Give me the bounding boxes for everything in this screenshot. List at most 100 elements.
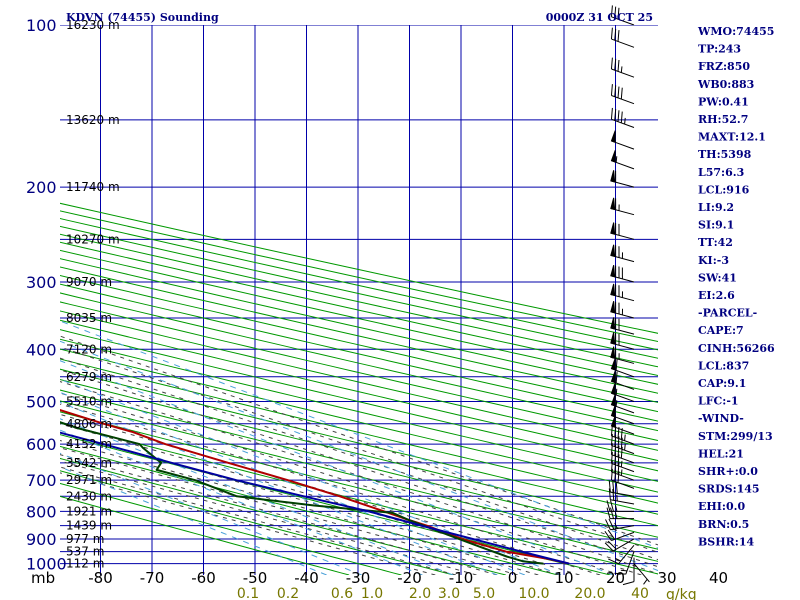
height-label: 3542 m bbox=[66, 456, 112, 470]
wind-barb bbox=[610, 382, 635, 402]
index-item: SRDS:145 bbox=[698, 483, 760, 496]
dry-adiabat bbox=[60, 457, 506, 575]
index-item: LFC:-1 bbox=[698, 395, 739, 408]
height-label: 11740 m bbox=[66, 180, 120, 194]
index-item: WB0:883 bbox=[697, 78, 754, 91]
wind-barb bbox=[610, 394, 635, 414]
height-label: 16230 m bbox=[66, 18, 120, 32]
wind-barb bbox=[610, 460, 635, 481]
wind-barb bbox=[610, 57, 635, 78]
pressure-tick-label: 700 bbox=[26, 471, 57, 490]
dry-adiabat bbox=[60, 233, 658, 368]
mixing-ratio-label: 1.0 bbox=[361, 586, 383, 600]
index-item: SI:9.1 bbox=[698, 219, 734, 232]
index-panel: WMO:74455 TP:243 FRZ:850 WB0:883 PW:0.41 RH:5… bbox=[697, 25, 775, 548]
mixing-ratio-line bbox=[60, 418, 454, 575]
temp-tick-label: 40 bbox=[709, 569, 728, 587]
index-item: -WIND- bbox=[698, 412, 744, 425]
mixing-ratio-line bbox=[60, 452, 362, 575]
wind-barb bbox=[610, 244, 635, 263]
index-item: MAXT:12.1 bbox=[698, 131, 766, 144]
height-label: 112 m bbox=[66, 557, 104, 571]
wind-barb bbox=[610, 443, 635, 464]
temp-tick-label: -70 bbox=[140, 569, 165, 587]
dry-adiabat bbox=[60, 225, 658, 359]
pressure-tick-label: 300 bbox=[26, 273, 57, 292]
dry-adiabat bbox=[60, 379, 658, 527]
mixing-ratio-label: 0.6 bbox=[331, 586, 353, 600]
pressure-tick-label: 800 bbox=[26, 502, 57, 521]
pressure-tick-label: 900 bbox=[26, 530, 57, 549]
mixing-ratio-label: 3.0 bbox=[438, 586, 460, 600]
chart-title: KDVN (74455) Sounding bbox=[66, 11, 219, 24]
index-item: RH:52.7 bbox=[698, 113, 748, 126]
index-item: -PARCEL- bbox=[698, 307, 757, 320]
height-label: 6279 m bbox=[66, 370, 112, 384]
mixing-ratio-line bbox=[60, 401, 498, 575]
wind-barb bbox=[606, 500, 634, 512]
moist-adiabat bbox=[60, 335, 658, 546]
index-item: SW:41 bbox=[698, 271, 737, 284]
height-label: 4806 m bbox=[66, 417, 112, 431]
wind-barb bbox=[610, 107, 635, 128]
pressure-tick-label: 1000 bbox=[26, 555, 67, 574]
dry-adiabat bbox=[60, 470, 454, 575]
index-item: LI:9.2 bbox=[698, 201, 734, 214]
wind-barb bbox=[608, 480, 635, 497]
dry-adiabat bbox=[60, 241, 658, 376]
wind-barb bbox=[610, 84, 635, 105]
index-item: EI:2.6 bbox=[698, 289, 735, 302]
wind-barbs bbox=[604, 5, 650, 586]
parcel-trace bbox=[60, 431, 570, 565]
index-item: KI:-3 bbox=[698, 254, 729, 267]
pressure-tick-label: 600 bbox=[26, 435, 57, 454]
x-axis-prefix: mb bbox=[31, 569, 55, 587]
wind-barb bbox=[610, 452, 635, 473]
chart-time: 0000Z 31 OCT 25 bbox=[546, 11, 653, 24]
temp-tick-label: 10 bbox=[554, 569, 573, 587]
dry-adiabat bbox=[60, 310, 658, 451]
moist-adiabat bbox=[60, 392, 642, 575]
mixing-ratio-unit: g/kg bbox=[666, 587, 697, 600]
dry-adiabat bbox=[60, 482, 402, 575]
wind-barb bbox=[610, 197, 635, 216]
sounding-traces bbox=[60, 408, 570, 565]
mixing-ratio-line bbox=[60, 340, 658, 572]
mixing-ratio-label: 0.2 bbox=[277, 586, 299, 600]
dry-adiabat bbox=[60, 400, 658, 550]
dry-adiabat bbox=[60, 368, 658, 515]
pressure-tick-label: 200 bbox=[26, 178, 57, 197]
height-label: 1921 m bbox=[66, 504, 112, 518]
wind-barb bbox=[610, 317, 635, 335]
index-item: LCL:837 bbox=[698, 359, 749, 372]
index-item: WMO:74455 bbox=[697, 25, 774, 38]
wind-barb bbox=[608, 545, 635, 565]
index-item: CAP:9.1 bbox=[698, 377, 746, 390]
temp-tick-label: -40 bbox=[294, 569, 319, 587]
height-label: 2430 m bbox=[66, 489, 112, 503]
index-item: PW:0.41 bbox=[698, 95, 749, 108]
temp-tick-label: 0 bbox=[508, 569, 518, 587]
temp-tick-label: -50 bbox=[243, 569, 268, 587]
wind-barb bbox=[610, 265, 635, 283]
dry-adiabat bbox=[60, 389, 658, 538]
wind-barb bbox=[605, 518, 635, 531]
index-item: LCL:916 bbox=[698, 183, 750, 196]
mixing-ratio-label: 10.0 bbox=[518, 586, 549, 600]
moist-adiabat bbox=[60, 346, 658, 553]
dry-adiabat bbox=[60, 338, 658, 482]
temp-tick-label: -20 bbox=[397, 569, 422, 587]
index-item: FRZ:850 bbox=[698, 60, 750, 73]
mixing-ratio-label: 2.0 bbox=[409, 586, 431, 600]
wind-barb bbox=[610, 405, 635, 425]
height-label: 8035 m bbox=[66, 311, 112, 325]
dewpoint-trace bbox=[60, 421, 544, 565]
temp-tick-label: -60 bbox=[191, 569, 216, 587]
height-label: 9070 m bbox=[66, 275, 112, 289]
dry-adiabat bbox=[60, 348, 658, 493]
index-item: TP:243 bbox=[698, 43, 741, 56]
pressure-tick-label: 500 bbox=[26, 392, 57, 411]
